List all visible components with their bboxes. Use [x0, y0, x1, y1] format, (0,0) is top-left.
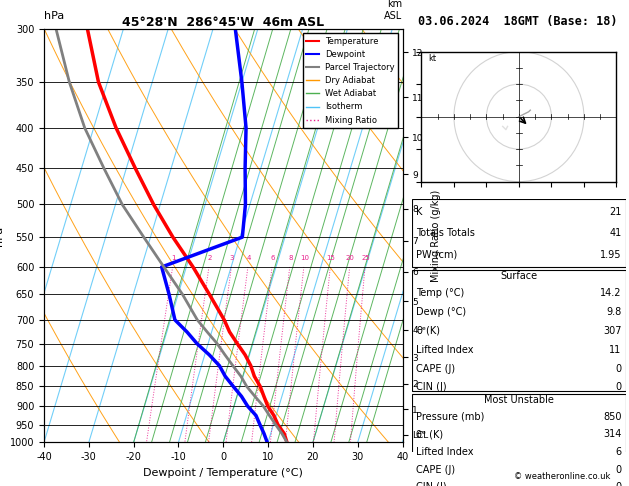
Text: 14.2: 14.2: [600, 288, 621, 298]
Text: 8: 8: [288, 255, 292, 261]
Text: 9.8: 9.8: [606, 307, 621, 317]
Text: 21: 21: [610, 207, 621, 217]
Text: 20: 20: [346, 255, 355, 261]
Text: 11: 11: [610, 345, 621, 355]
Text: 4: 4: [247, 255, 251, 261]
Y-axis label: hPa: hPa: [0, 226, 4, 246]
Text: 1: 1: [171, 255, 175, 261]
Text: Lifted Index: Lifted Index: [416, 345, 474, 355]
Text: hPa: hPa: [44, 11, 64, 21]
Text: © weatheronline.co.uk: © weatheronline.co.uk: [514, 472, 610, 481]
Text: kt: kt: [428, 54, 436, 63]
Bar: [412, 270, 626, 391]
Text: 0: 0: [615, 364, 621, 374]
Text: Totals Totals: Totals Totals: [416, 228, 475, 238]
Text: PW (cm): PW (cm): [416, 250, 457, 260]
X-axis label: Dewpoint / Temperature (°C): Dewpoint / Temperature (°C): [143, 468, 303, 478]
Text: 6: 6: [270, 255, 275, 261]
Text: Most Unstable: Most Unstable: [484, 395, 554, 405]
Title: 45°28'N  286°45'W  46m ASL: 45°28'N 286°45'W 46m ASL: [122, 16, 325, 29]
Y-axis label: Mixing Ratio (g/kg): Mixing Ratio (g/kg): [431, 190, 442, 282]
Text: CAPE (J): CAPE (J): [416, 465, 455, 475]
Text: 15: 15: [326, 255, 335, 261]
Text: θᵉ(K): θᵉ(K): [416, 326, 440, 336]
Text: 314: 314: [603, 429, 621, 439]
Text: 03.06.2024  18GMT (Base: 18): 03.06.2024 18GMT (Base: 18): [418, 15, 618, 28]
Bar: [412, 394, 626, 486]
Text: 307: 307: [603, 326, 621, 336]
Text: 0: 0: [615, 465, 621, 475]
Text: θᵉ (K): θᵉ (K): [416, 429, 443, 439]
Text: Temp (°C): Temp (°C): [416, 288, 465, 298]
Text: 10: 10: [300, 255, 309, 261]
Text: 6: 6: [615, 447, 621, 457]
Text: 3: 3: [230, 255, 235, 261]
Text: 25: 25: [361, 255, 370, 261]
Text: Surface: Surface: [500, 271, 538, 281]
Legend: Temperature, Dewpoint, Parcel Trajectory, Dry Adiabat, Wet Adiabat, Isotherm, Mi: Temperature, Dewpoint, Parcel Trajectory…: [303, 34, 398, 128]
Bar: [412, 199, 626, 267]
Text: 1.95: 1.95: [600, 250, 621, 260]
Text: Pressure (mb): Pressure (mb): [416, 412, 485, 421]
Text: CIN (J): CIN (J): [416, 482, 447, 486]
Text: CIN (J): CIN (J): [416, 382, 447, 393]
Text: Lifted Index: Lifted Index: [416, 447, 474, 457]
Text: 0: 0: [615, 482, 621, 486]
Text: CAPE (J): CAPE (J): [416, 364, 455, 374]
Text: 0: 0: [615, 382, 621, 393]
Text: 41: 41: [610, 228, 621, 238]
Text: Dewp (°C): Dewp (°C): [416, 307, 466, 317]
Text: 850: 850: [603, 412, 621, 421]
Text: K: K: [416, 207, 423, 217]
Text: km
ASL: km ASL: [384, 0, 403, 21]
Text: 2: 2: [208, 255, 212, 261]
